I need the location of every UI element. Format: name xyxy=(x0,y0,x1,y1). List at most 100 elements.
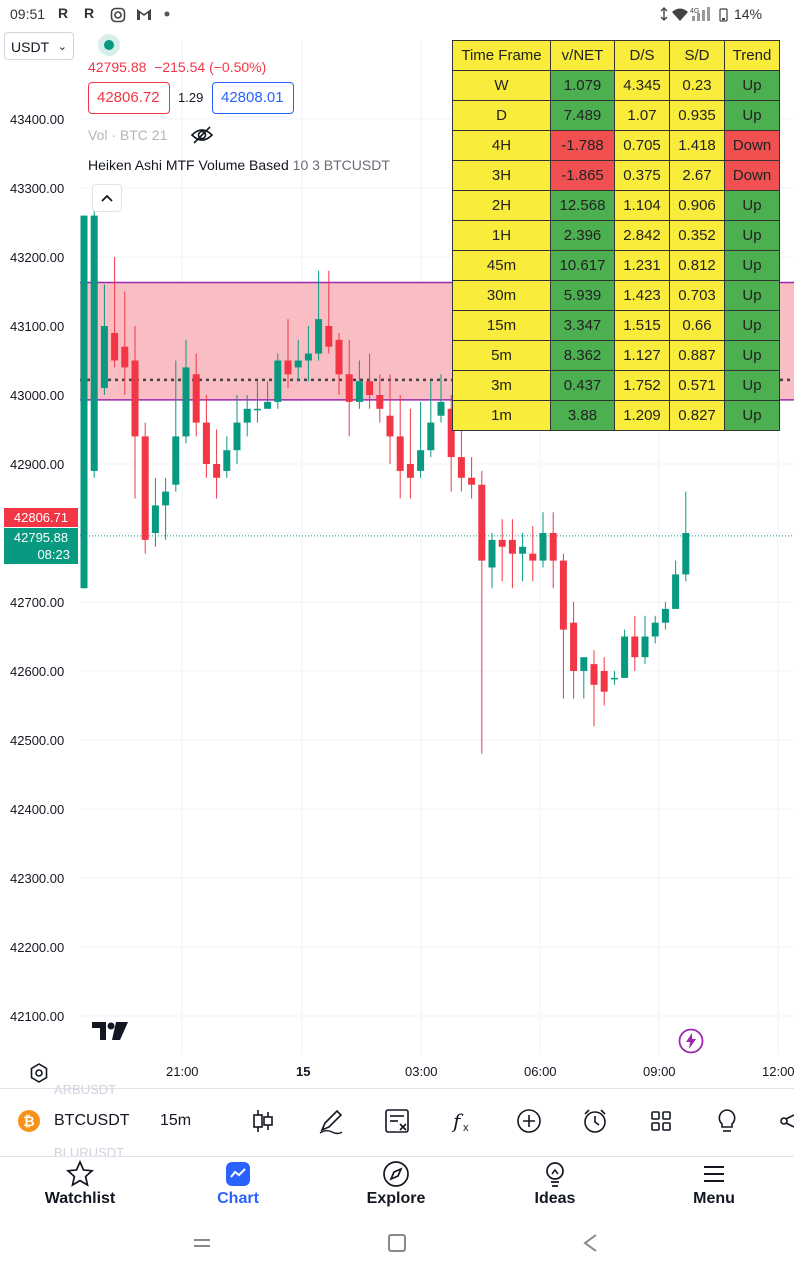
candle-body xyxy=(243,408,251,423)
time-axis-label: 09:00 xyxy=(643,1064,676,1079)
trend-cell: Down xyxy=(724,160,780,191)
ds-cell: 0.375 xyxy=(614,160,670,191)
bar-countdown: 08:23 xyxy=(37,547,70,562)
trend-cell: Up xyxy=(724,70,780,101)
candle-body xyxy=(304,353,312,361)
candle-body xyxy=(315,319,323,354)
bid-price-tag: 42806.71 xyxy=(4,508,78,527)
buy-button[interactable]: 42808.01 xyxy=(212,82,294,114)
candle-body xyxy=(274,360,282,402)
chart-settings-icon[interactable] xyxy=(28,1062,50,1084)
indicator-name: Heiken Ashi MTF Volume Based xyxy=(88,157,289,173)
candle-body xyxy=(488,539,496,568)
symbol-selector[interactable]: USDT ⌄ xyxy=(4,32,74,60)
eye-hidden-icon[interactable] xyxy=(190,125,214,145)
candle-body xyxy=(672,574,680,609)
table-row: 3m 0.437 1.752 0.571 Up xyxy=(452,370,780,401)
candle-body xyxy=(366,381,374,395)
candle-body xyxy=(682,533,690,575)
header-trend: Trend xyxy=(724,40,780,71)
table-row: W 1.079 4.345 0.23 Up xyxy=(452,70,780,101)
nav-ideas[interactable]: Ideas xyxy=(495,1160,615,1208)
candle-body xyxy=(406,464,414,478)
layout-grid-icon[interactable] xyxy=(646,1106,676,1136)
table-row: 15m 3.347 1.515 0.66 Up xyxy=(452,310,780,341)
sell-button[interactable]: 42806.72 xyxy=(88,82,170,114)
price-axis-label: 43000.00 xyxy=(10,388,64,403)
candle-body xyxy=(213,464,221,478)
nav-explore-label: Explore xyxy=(366,1190,426,1207)
candle-body xyxy=(508,539,516,554)
timeframe-cell: 1m xyxy=(452,400,551,431)
candle-body xyxy=(182,367,190,437)
candle-body xyxy=(284,360,292,375)
nav-menu[interactable]: Menu xyxy=(654,1160,774,1208)
table-row: 1H 2.396 2.842 0.352 Up xyxy=(452,220,780,251)
nav-watchlist-label: Watchlist xyxy=(44,1190,116,1207)
watchlist-ghost-above: ARBUSDT xyxy=(54,1082,117,1097)
time-axis-label: 06:00 xyxy=(524,1064,557,1079)
table-row: 5m 8.362 1.127 0.887 Up xyxy=(452,340,780,371)
recent-apps-icon[interactable] xyxy=(190,1232,216,1254)
trend-cell: Up xyxy=(724,310,780,341)
header-ds: D/S xyxy=(614,40,670,71)
candle-body xyxy=(610,677,618,680)
candle-body xyxy=(447,408,455,458)
nav-chart-label: Chart xyxy=(217,1190,259,1207)
vnet-cell: 1.079 xyxy=(550,70,615,101)
volume-legend[interactable]: Vol · BTC 21 xyxy=(88,127,168,143)
candle-body xyxy=(529,553,537,561)
candle-body xyxy=(590,664,598,685)
status-bar: 09:51 R R 4G 14% xyxy=(0,0,794,30)
nav-chart[interactable]: Chart xyxy=(178,1160,298,1208)
indicator-legend[interactable]: Heiken Ashi MTF Volume Based 10 3 BTCUSD… xyxy=(88,157,390,173)
share-icon[interactable] xyxy=(778,1106,794,1136)
lightning-icon[interactable] xyxy=(678,1028,704,1054)
trend-cell: Up xyxy=(724,400,780,431)
vnet-cell: 10.617 xyxy=(550,250,615,281)
nav-watchlist[interactable]: Watchlist xyxy=(20,1160,140,1208)
ds-cell: 1.104 xyxy=(614,190,670,221)
home-icon[interactable] xyxy=(384,1232,410,1254)
clear-drawings-icon[interactable] xyxy=(382,1106,412,1136)
candle-body xyxy=(202,422,210,464)
signal-wifi-icon: 4G xyxy=(660,7,728,22)
candle-body xyxy=(131,360,139,437)
candle-body xyxy=(335,339,343,375)
candle-body xyxy=(559,560,567,630)
lightbulb-icon[interactable] xyxy=(712,1106,742,1136)
candle-body xyxy=(111,332,119,361)
alarm-clock-icon[interactable] xyxy=(580,1106,610,1136)
ds-cell: 1.515 xyxy=(614,310,670,341)
last-price: 42795.88 xyxy=(88,59,147,75)
timeframe-cell: 15m xyxy=(452,310,551,341)
ds-cell: 0.705 xyxy=(614,130,670,161)
add-plus-icon[interactable] xyxy=(514,1106,544,1136)
status-time: 09:51 xyxy=(10,6,46,22)
ds-cell: 1.231 xyxy=(614,250,670,281)
candle-body xyxy=(172,436,180,485)
timeframe-cell: 4H xyxy=(452,130,551,161)
sd-cell: 0.887 xyxy=(669,340,725,371)
market-open-indicator xyxy=(98,34,120,56)
ds-cell: 1.07 xyxy=(614,100,670,131)
toolbar-interval-button[interactable]: 15m xyxy=(160,1112,192,1129)
candle-body xyxy=(600,671,608,692)
hamburger-menu-icon xyxy=(704,1166,724,1182)
vnet-cell: 7.489 xyxy=(550,100,615,131)
nav-explore[interactable]: Explore xyxy=(336,1160,456,1208)
back-icon[interactable] xyxy=(578,1232,604,1254)
timeframe-cell: 45m xyxy=(452,250,551,281)
drawing-pen-icon[interactable] xyxy=(316,1106,346,1136)
vnet-cell: -1.788 xyxy=(550,130,615,161)
collapse-legend-button[interactable] xyxy=(92,184,122,212)
mtf-volume-table: Time Frame v/NET D/S S/D Trend W 1.079 4.3… xyxy=(452,40,780,431)
toolbar-symbol-button[interactable]: BTCUSDT xyxy=(54,1112,130,1129)
gmail-icon xyxy=(137,9,151,20)
candle-body xyxy=(253,408,261,411)
ds-cell: 1.127 xyxy=(614,340,670,371)
candle-type-icon[interactable] xyxy=(248,1106,278,1136)
chart-icon xyxy=(226,1162,250,1186)
candle-body xyxy=(427,422,435,451)
